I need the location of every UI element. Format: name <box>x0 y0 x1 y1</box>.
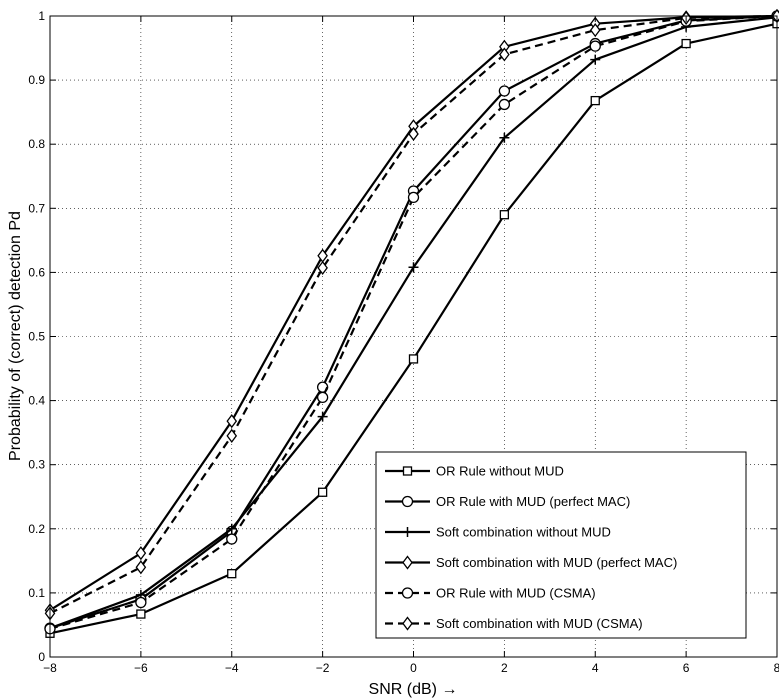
y-tick-label: 0.2 <box>28 522 45 536</box>
marker-plus <box>408 262 419 273</box>
marker-circle <box>135 596 147 609</box>
series <box>44 8 779 621</box>
legend-entry: Soft combination with MUD (CSMA) <box>385 616 643 631</box>
marker-circle <box>407 191 420 204</box>
series <box>45 19 779 638</box>
x-tick-label: 8 <box>774 661 779 675</box>
legend: OR Rule without MUD OR Rule with MUD (per… <box>375 451 747 639</box>
grid <box>50 16 777 657</box>
legend-entry: OR Rule without MUD <box>385 464 564 479</box>
marker-square <box>136 609 146 619</box>
legend-label: Soft combination with MUD (CSMA) <box>436 616 643 631</box>
legend-entry: OR Rule with MUD (perfect MAC) <box>385 494 630 509</box>
x-tick-label: −4 <box>225 661 239 675</box>
x-tick-label: −8 <box>43 661 57 675</box>
y-tick-label: 0 <box>38 650 45 664</box>
legend-box <box>375 451 747 639</box>
marker-diamond <box>402 616 413 631</box>
x-tick-label: 6 <box>683 661 690 675</box>
marker-square <box>408 354 419 364</box>
ticks: −8 −6 −4 −2 0 2 4 6 8 0 0.1 0.2 0.3 0.4 0.5 0.6 0.7 0.8 0.… <box>28 9 779 675</box>
x-tick-label: −6 <box>134 661 148 675</box>
legend-label: OR Rule with MUD (CSMA) <box>436 586 596 601</box>
marker-diamond <box>135 546 147 561</box>
y-tick-label: 0.6 <box>28 265 45 279</box>
x-tick-label: −2 <box>316 661 330 675</box>
marker-diamond <box>408 126 419 142</box>
marker-plus <box>226 523 237 534</box>
marker-circle <box>589 40 601 52</box>
marker-square <box>402 466 413 476</box>
marker-diamond <box>135 560 147 575</box>
marker-diamond <box>317 260 328 275</box>
marker-diamond <box>226 428 238 443</box>
marker-circle <box>401 495 414 508</box>
legend-label: OR Rule without MUD <box>436 464 564 479</box>
x-tick-label: 4 <box>592 661 599 675</box>
series <box>44 10 779 635</box>
x-tick-label: 0 <box>410 661 417 675</box>
x-axis-title: SNR (dB) → <box>369 681 458 698</box>
y-tick-label: 0.8 <box>28 137 45 151</box>
marker-square <box>681 38 691 49</box>
marker-plus <box>402 527 413 537</box>
y-axis-title: Probability of (correct) detection Pd <box>7 211 24 461</box>
legend-label: Soft combination with MUD (perfect MAC) <box>436 555 677 570</box>
legend-entry: Soft combination with MUD (perfect MAC) <box>385 555 677 570</box>
marker-circle <box>316 391 329 404</box>
marker-circle <box>226 533 238 545</box>
y-tick-label: 1 <box>38 9 45 23</box>
x-tick-label: 2 <box>501 661 508 675</box>
marker-diamond <box>589 23 601 38</box>
y-tick-label: 0.4 <box>28 394 45 408</box>
series-line <box>49 14 778 630</box>
marker-plus <box>499 132 510 143</box>
y-tick-label: 0.7 <box>28 201 45 215</box>
marker-circle <box>498 98 511 111</box>
marker-diamond <box>499 47 510 62</box>
marker-square <box>590 95 600 106</box>
legend-entry: OR Rule with MUD (CSMA) <box>385 586 596 601</box>
marker-circle <box>498 85 511 97</box>
legend-label: Soft combination without MUD <box>436 525 611 540</box>
marker-diamond <box>402 555 413 570</box>
marker-diamond <box>226 414 238 429</box>
marker-plus <box>317 411 328 422</box>
y-tick-label: 0.5 <box>28 330 45 344</box>
series-layer <box>44 8 779 638</box>
legend-entry: Soft combination without MUD <box>385 525 611 540</box>
y-tick-label: 0.3 <box>28 458 45 472</box>
marker-circle <box>401 587 414 599</box>
y-tick-label: 0.1 <box>28 586 45 600</box>
legend-label: OR Rule with MUD (perfect MAC) <box>436 494 630 509</box>
y-tick-label: 0.9 <box>28 73 45 87</box>
marker-square <box>499 210 510 220</box>
marker-plus <box>590 54 601 65</box>
marker-square <box>227 569 237 579</box>
marker-square <box>317 487 328 497</box>
